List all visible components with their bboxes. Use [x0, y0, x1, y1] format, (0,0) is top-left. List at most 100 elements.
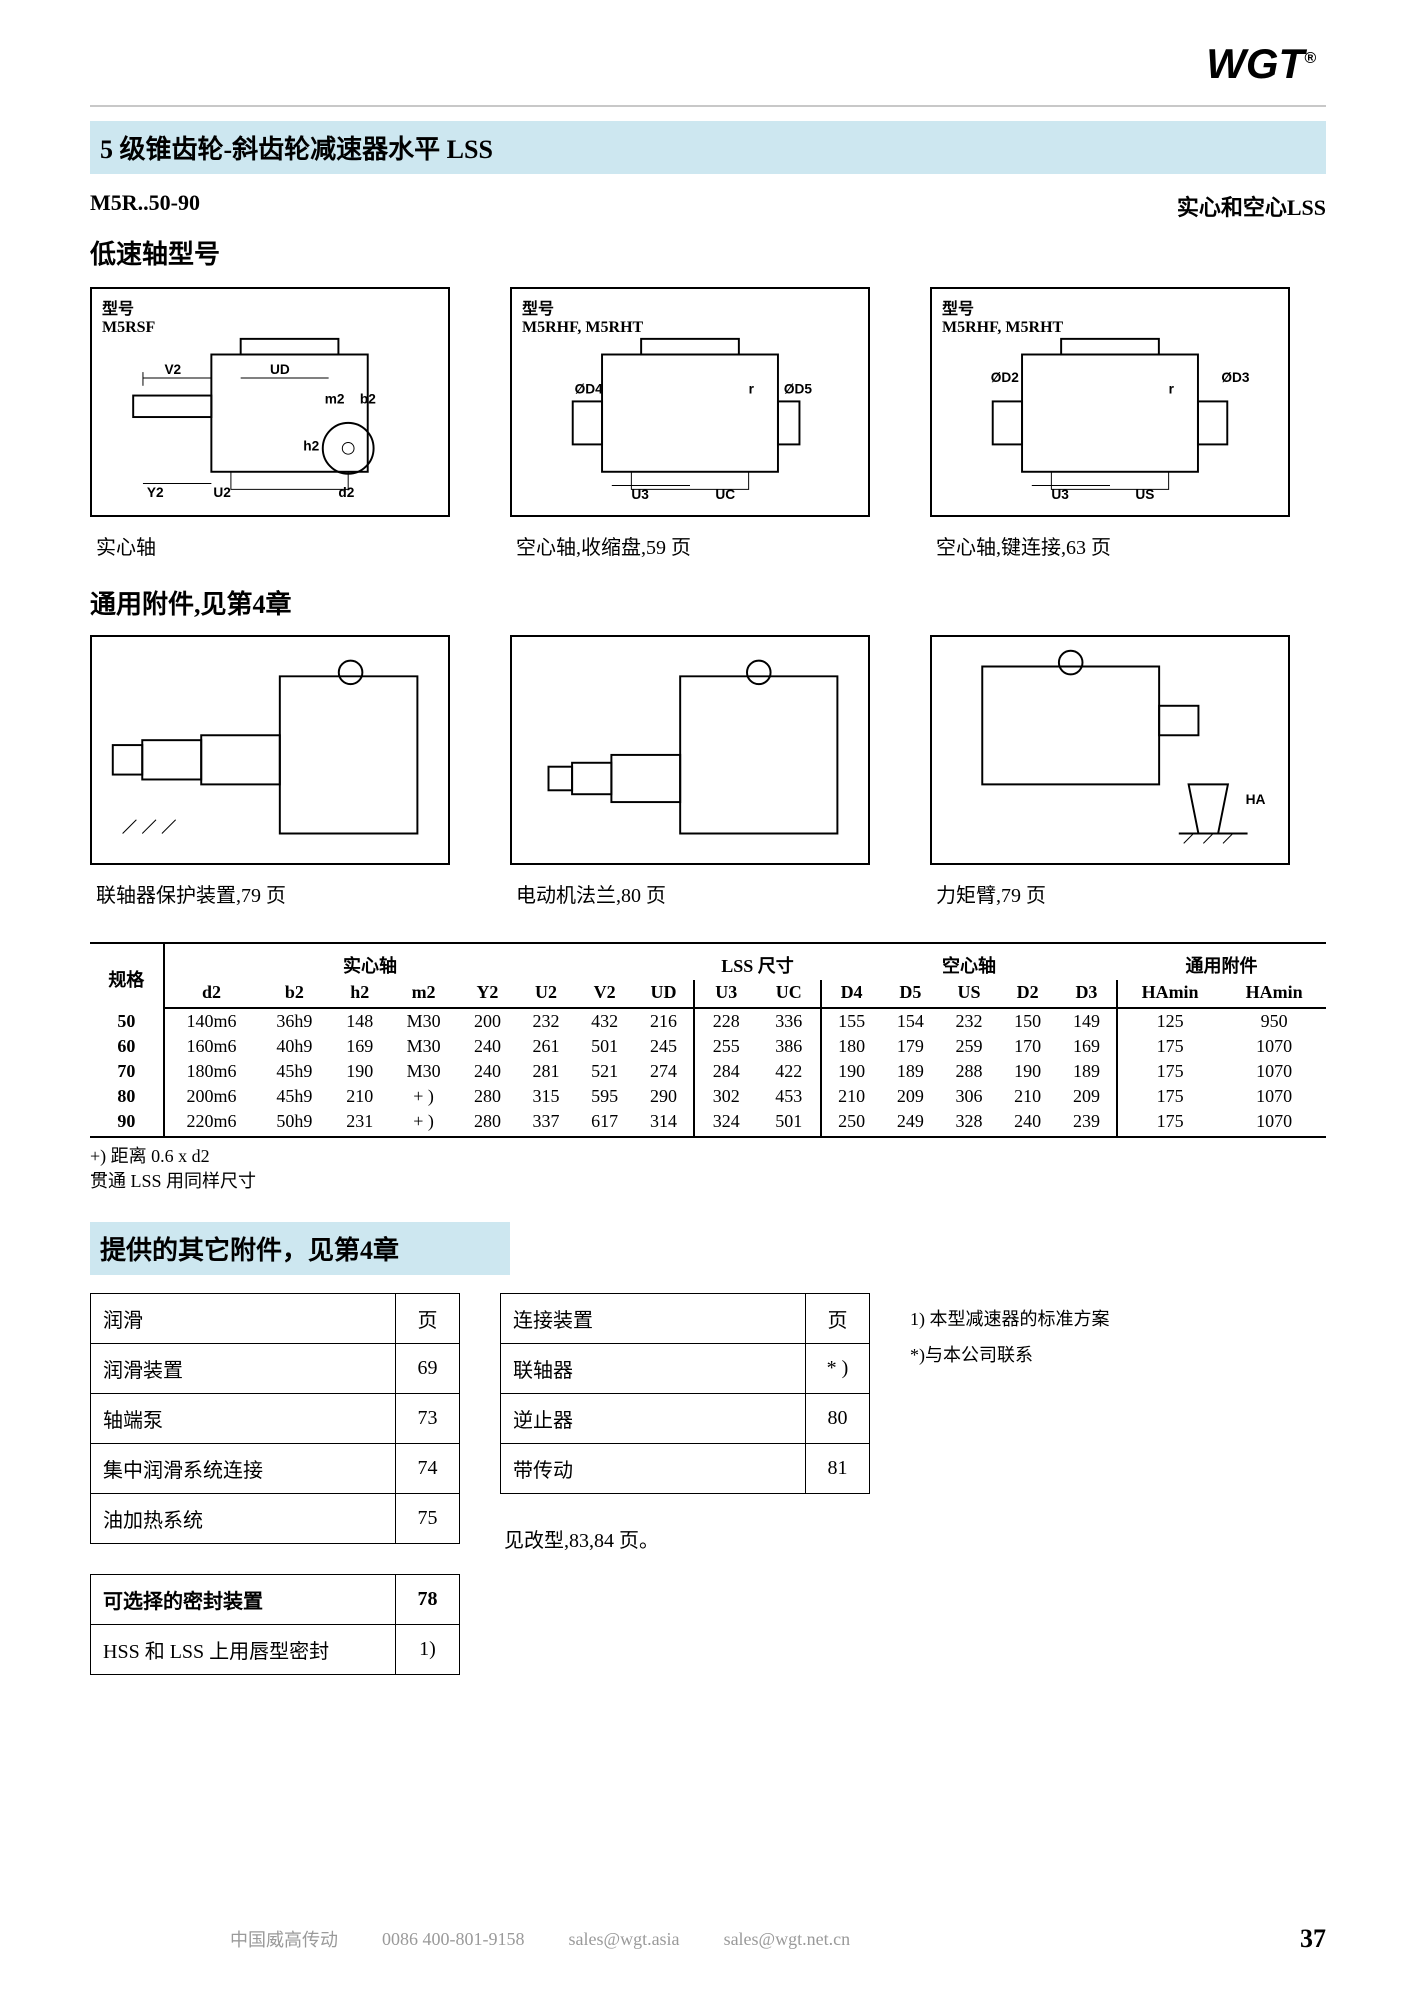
fig-col-2: 型号 M5RHF, M5RHT ØD4 ØD5 r U3 UC 空心轴,收 [510, 287, 870, 560]
cell: 169 [1057, 1034, 1117, 1059]
table-notes: +) 距离 0.6 x d2 贯通 LSS 用同样尺寸 [90, 1144, 1326, 1194]
cell: 175 [1117, 1034, 1222, 1059]
footer-email1: sales@wgt.asia [569, 1929, 680, 1950]
cell: 逆止器 [501, 1394, 806, 1444]
fig-box-3: 型号 M5RHF, M5RHT ØD2 ØD3 r U3 US [930, 287, 1290, 517]
col-D4: D4 [821, 980, 881, 1008]
fig-box-1: 型号 M5RSF V2 UD m2 b2 h2 [90, 287, 450, 517]
acc1-caption: 联轴器保护装置,79 页 [90, 879, 450, 908]
dim-D5: ØD5 [784, 382, 813, 397]
row-key: 70 [90, 1059, 164, 1084]
cell: 74 [396, 1444, 460, 1494]
cell: 245 [634, 1034, 694, 1059]
cell: M30 [389, 1034, 458, 1059]
cell: 336 [758, 1008, 822, 1034]
fig1-drawing: V2 UD m2 b2 h2 Y2 U2 d2 [102, 333, 438, 505]
seal-h2: 78 [396, 1575, 460, 1625]
fig-box-2: 型号 M5RHF, M5RHT ØD4 ØD5 r U3 UC [510, 287, 870, 517]
fig1-model-label: 型号 [102, 295, 438, 319]
col-UC: UC [758, 980, 822, 1008]
cell: 73 [396, 1394, 460, 1444]
cell: 155 [821, 1008, 881, 1034]
cell: 1070 [1222, 1084, 1326, 1109]
cell: 249 [881, 1109, 940, 1137]
cell: 210 [330, 1084, 389, 1109]
seal-h1: 可选择的密封装置 [91, 1575, 396, 1625]
cell: 油加热系统 [91, 1494, 396, 1544]
cell: 45h9 [258, 1084, 330, 1109]
dim-UD: UD [270, 362, 290, 377]
note1: +) 距离 0.6 x d2 [90, 1144, 1326, 1169]
cell: 36h9 [258, 1008, 330, 1034]
cell: 149 [1057, 1008, 1117, 1034]
cell: 240 [458, 1059, 517, 1084]
cell: 315 [517, 1084, 576, 1109]
logo-reg: ® [1304, 50, 1316, 67]
cell: 125 [1117, 1008, 1222, 1034]
cell: 232 [940, 1008, 999, 1034]
acc-col-1: 联轴器保护装置,79 页 [90, 635, 450, 908]
cell: 220m6 [164, 1109, 259, 1137]
see-mods: 见改型,83,84 页。 [504, 1524, 870, 1553]
row-key: 60 [90, 1034, 164, 1059]
page-title: 5 级锥齿轮-斜齿轮减速器水平 LSS [90, 121, 1326, 174]
cell: 200 [458, 1008, 517, 1034]
acc2-caption: 电动机法兰,80 页 [510, 879, 870, 908]
lube-table: 润滑页 润滑装置69轴端泵73集中润滑系统连接74油加热系统75 [90, 1293, 460, 1544]
gh-acc: 通用附件 [1117, 943, 1326, 980]
cell: 189 [1057, 1059, 1117, 1084]
cell: M30 [389, 1008, 458, 1034]
col-UD: UD [634, 980, 694, 1008]
dim-D4: ØD4 [575, 382, 604, 397]
cell: 231 [330, 1109, 389, 1137]
acc3-caption: 力矩臂,79 页 [930, 879, 1290, 908]
col-U3: U3 [694, 980, 758, 1008]
col-d2: d2 [164, 980, 259, 1008]
cell: 190 [330, 1059, 389, 1084]
dim-h2: h2 [303, 438, 319, 453]
low-speed-header: 低速轴型号 [90, 234, 1326, 271]
model-row: M5R..50-90 实心和空心LSS [90, 190, 1326, 222]
cell: 328 [940, 1109, 999, 1137]
cell: 240 [458, 1034, 517, 1059]
cell: 302 [694, 1084, 758, 1109]
dim-U3b: U3 [1051, 487, 1069, 502]
dim-HA: HA [1246, 792, 1266, 807]
cell: 501 [575, 1034, 634, 1059]
cell: 180m6 [164, 1059, 259, 1084]
fig3-drawing: ØD2 ØD3 r U3 US [942, 333, 1278, 505]
cell: 170 [998, 1034, 1057, 1059]
conn-h2: 页 [806, 1294, 870, 1344]
cell: 175 [1117, 1109, 1222, 1137]
footer-email2: sales@wgt.net.cn [724, 1929, 851, 1950]
dim-r2: r [1169, 382, 1175, 397]
cell: + ) [389, 1084, 458, 1109]
row-key: 50 [90, 1008, 164, 1034]
cell: 80 [806, 1394, 870, 1444]
row-key: 80 [90, 1084, 164, 1109]
cell: 259 [940, 1034, 999, 1059]
gh-lss: LSS 尺寸 [694, 943, 821, 980]
footer: 中国威高传动 0086 400-801-9158 sales@wgt.asia … [90, 1924, 1326, 1954]
cell: 216 [634, 1008, 694, 1034]
cell: 950 [1222, 1008, 1326, 1034]
cell: 314 [634, 1109, 694, 1137]
cell: 集中润滑系统连接 [91, 1444, 396, 1494]
cell: 324 [694, 1109, 758, 1137]
acc-box-1 [90, 635, 450, 865]
cell: 轴端泵 [91, 1394, 396, 1444]
acc-col-2: 电动机法兰,80 页 [510, 635, 870, 908]
note2: 贯通 LSS 用同样尺寸 [90, 1169, 1326, 1194]
sn1: 1) 本型减速器的标准方案 [910, 1301, 1110, 1337]
acc-box-3: HA [930, 635, 1290, 865]
sn2: *)与本公司联系 [910, 1337, 1110, 1373]
general-acc-header: 通用附件,见第4章 [90, 584, 1326, 621]
cell: 255 [694, 1034, 758, 1059]
side-notes: 1) 本型减速器的标准方案 *)与本公司联系 [910, 1293, 1110, 1373]
fig-col-1: 型号 M5RSF V2 UD m2 b2 h2 [90, 287, 450, 560]
dim-V2: V2 [164, 362, 181, 377]
col-U2: U2 [517, 980, 576, 1008]
dim-D3: ØD3 [1221, 370, 1250, 385]
fig2-drawing: ØD4 ØD5 r U3 UC [522, 333, 858, 505]
dim-r: r [749, 382, 755, 397]
